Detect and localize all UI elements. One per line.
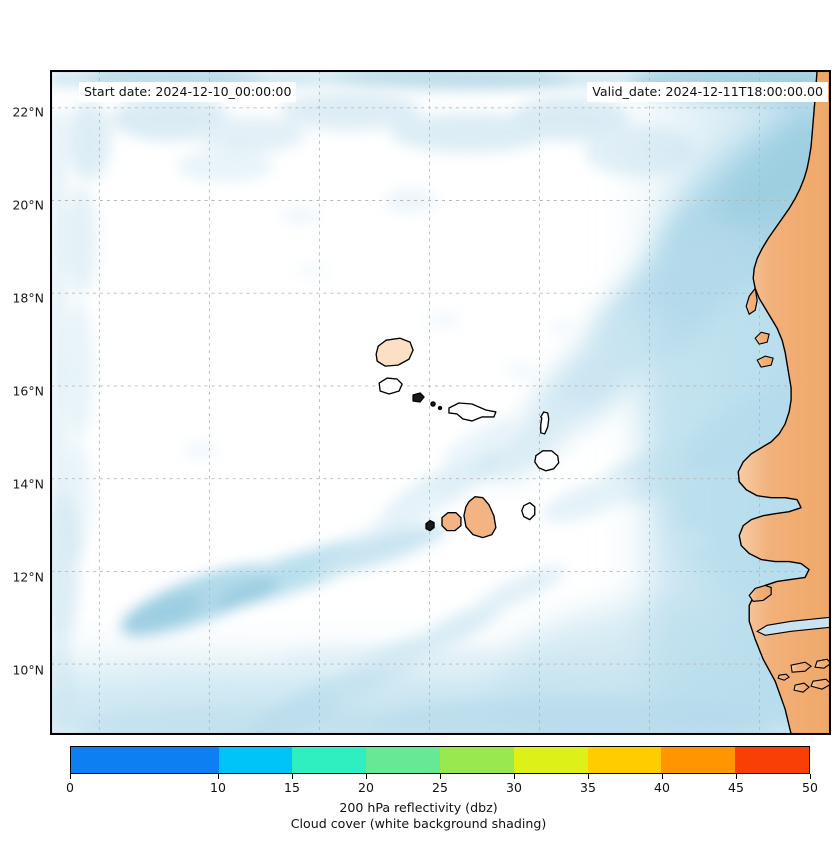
colorbar-title: 200 hPa reflectivity (dbz) [339,800,498,815]
colorbar-tick-5 [514,774,515,779]
colorbar-tick-0 [70,774,71,779]
colorbar-tick-label-7: 40 [654,780,670,795]
colorbar-tick-7 [662,774,663,779]
cloud-cover-shading [51,71,830,734]
y-tick-label: 12°N [12,569,44,585]
colorbar-segment-1 [218,747,293,773]
colorbar-tick-9 [810,774,811,779]
colorbar-segment-5 [513,747,588,773]
map-plot-area[interactable]: Start date: 2024-12-10_00:00:00 Valid_da… [50,70,831,735]
colorbar-tick-8 [736,774,737,779]
start-date-annotation: Start date: 2024-12-10_00:00:00 [79,82,297,102]
colorbar-tick-label-0: 0 [66,780,74,795]
colorbar-segment-2 [292,747,367,773]
colorbar-tick-2 [292,774,293,779]
y-tick-label: 22°N [12,104,44,120]
colorbar-segment-4 [439,747,514,773]
colorbar-tick-label-4: 25 [432,780,448,795]
colorbar-segment-3 [366,747,440,773]
africa-landmass [737,71,830,734]
valid-date-annotation: Valid_date: 2024-12-11T18:00:00.00 [587,82,828,102]
colorbar-tick-label-9: 50 [802,780,818,795]
colorbar-subtitle: Cloud cover (white background shading) [290,816,547,831]
colorbar-tick-6 [588,774,589,779]
map-clip-region [51,71,830,734]
map-frame [51,71,830,734]
map-svg [51,71,830,734]
colorbar-caption: 200 hPa reflectivity (dbz) Cloud cover (… [0,800,837,832]
y-tick-label: 16°N [12,383,44,399]
cabo-verde-islands [375,337,560,539]
colorbar-tick-label-3: 20 [358,780,374,795]
y-tick-label: 20°N [12,197,44,213]
colorbar-segment-0 [71,747,219,773]
colorbar-tick-label-8: 45 [728,780,744,795]
colorbar-tick-label-6: 35 [580,780,596,795]
y-tick-label: 18°N [12,290,44,306]
colorbar-tick-label-5: 30 [506,780,522,795]
colorbar[interactable] [70,746,810,774]
colorbar-segment-7 [661,747,736,773]
colorbar-tick-3 [366,774,367,779]
y-tick-label: 10°N [12,662,44,678]
colorbar-segment-6 [587,747,662,773]
colorbar-segment-8 [735,747,809,773]
colorbar-tick-label-1: 10 [210,780,226,795]
y-tick-label: 14°N [12,476,44,492]
colorbar-tick-1 [218,774,219,779]
colorbar-tick-4 [440,774,441,779]
colorbar-tick-label-2: 15 [284,780,300,795]
